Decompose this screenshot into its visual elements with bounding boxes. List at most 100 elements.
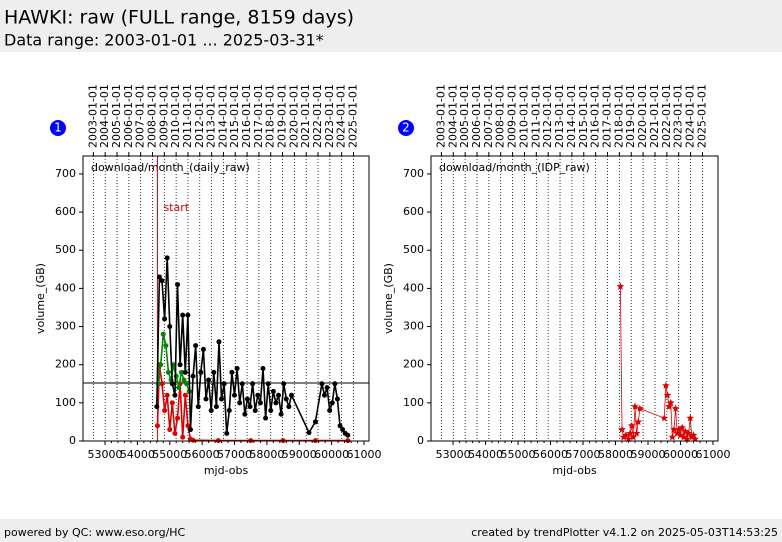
y-tick-label: 700 <box>55 167 76 180</box>
data-point <box>319 381 325 387</box>
data-point <box>288 392 294 398</box>
data-point <box>263 415 269 421</box>
date-tick-label: 2017-01-01 <box>252 84 265 148</box>
data-point <box>265 381 271 387</box>
date-tick-label: 2019-01-01 <box>276 84 289 148</box>
data-point <box>250 381 256 387</box>
date-tick-label: 2013-01-01 <box>205 84 218 148</box>
data-point <box>618 425 626 433</box>
panel-badge <box>50 120 66 136</box>
data-point <box>175 282 181 288</box>
footer-left: powered by QC: www.eso.org/HC <box>4 526 186 539</box>
data-point <box>185 312 191 318</box>
date-tick-label: 2021-01-01 <box>299 84 312 148</box>
x-tick-label: 54000 <box>468 448 503 461</box>
data-point <box>193 343 199 349</box>
y-axis-label: volume_(GB) <box>34 263 47 334</box>
x-tick-label: 59000 <box>630 448 665 461</box>
data-point <box>206 377 212 383</box>
date-tick-label: 2025-01-01 <box>346 84 359 148</box>
y-tick-label: 500 <box>55 243 76 256</box>
date-tick-label: 2018-01-01 <box>264 84 277 148</box>
data-point <box>203 396 209 402</box>
panel-label: download/month_(daily_raw) <box>91 161 250 174</box>
data-point <box>286 404 292 410</box>
data-point <box>268 407 274 413</box>
data-point <box>332 381 338 387</box>
data-point <box>187 427 193 433</box>
data-point <box>260 366 266 372</box>
data-point <box>662 381 670 389</box>
data-point <box>180 434 186 440</box>
data-point <box>306 430 312 436</box>
date-tick-label: 2015-01-01 <box>577 84 590 148</box>
date-tick-label: 2016-01-01 <box>589 84 602 148</box>
data-point <box>176 385 182 391</box>
date-tick-label: 2020-01-01 <box>287 84 300 148</box>
data-point <box>671 404 680 412</box>
data-point <box>173 373 179 379</box>
data-point <box>162 316 168 322</box>
data-point <box>180 312 186 318</box>
x-tick-label: 60000 <box>314 448 349 461</box>
data-point <box>660 414 668 422</box>
data-point <box>321 392 327 398</box>
data-point <box>229 369 235 375</box>
data-point <box>255 392 261 398</box>
date-tick-label: 2015-01-01 <box>228 84 241 148</box>
data-point <box>181 377 187 383</box>
data-point <box>244 396 250 402</box>
data-point <box>276 392 282 398</box>
x-tick-label: 58000 <box>249 448 284 461</box>
y-tick-label: 100 <box>403 396 424 409</box>
date-tick-label: 2008-01-01 <box>494 84 507 148</box>
data-point <box>164 255 170 261</box>
y-axis-label: volume_(GB) <box>382 263 395 334</box>
panel: 2003-01-012004-01-012005-01-012006-01-01… <box>34 84 381 477</box>
data-point <box>340 427 346 433</box>
data-point <box>629 433 638 441</box>
data-point <box>226 407 232 413</box>
date-tick-label: 2005-01-01 <box>458 84 471 148</box>
data-point <box>182 369 188 375</box>
date-tick-label: 2003-01-01 <box>86 84 99 148</box>
date-tick-label: 2021-01-01 <box>648 84 661 148</box>
data-point <box>175 415 181 421</box>
y-tick-label: 500 <box>403 243 424 256</box>
date-tick-label: 2012-01-01 <box>541 84 554 148</box>
page-subtitle: Data range: 2003-01-01 ... 2025-03-31* <box>4 31 324 50</box>
data-point <box>324 385 330 391</box>
data-point <box>211 369 217 375</box>
data-point <box>221 381 227 387</box>
date-tick-label: 2005-01-01 <box>110 84 123 148</box>
data-point <box>182 392 188 398</box>
data-point <box>668 433 677 441</box>
panel-label: download/month_(IDP_raw) <box>439 161 590 174</box>
data-point <box>219 396 225 402</box>
date-tick-label: 2006-01-01 <box>470 84 483 148</box>
data-point <box>684 429 693 437</box>
data-point <box>257 400 263 406</box>
data-point <box>663 391 672 399</box>
data-point <box>169 400 175 406</box>
data-point <box>159 278 165 284</box>
data-point <box>252 407 258 413</box>
y-tick-label: 400 <box>403 281 424 294</box>
date-tick-label: 2023-01-01 <box>672 84 685 148</box>
data-point <box>195 404 201 410</box>
data-point <box>327 407 333 413</box>
data-point <box>631 402 639 410</box>
date-tick-label: 2016-01-01 <box>240 84 253 148</box>
date-tick-label: 2004-01-01 <box>446 84 459 148</box>
date-tick-label: 2013-01-01 <box>553 84 566 148</box>
footer-band <box>0 519 782 542</box>
data-point <box>666 398 675 407</box>
data-point <box>224 430 230 436</box>
data-point <box>190 437 196 443</box>
data-point <box>247 404 253 410</box>
data-point <box>686 414 694 422</box>
x-axis-label: mjd-obs <box>552 464 597 477</box>
data-point <box>273 400 279 406</box>
y-tick-label: 300 <box>403 320 424 333</box>
